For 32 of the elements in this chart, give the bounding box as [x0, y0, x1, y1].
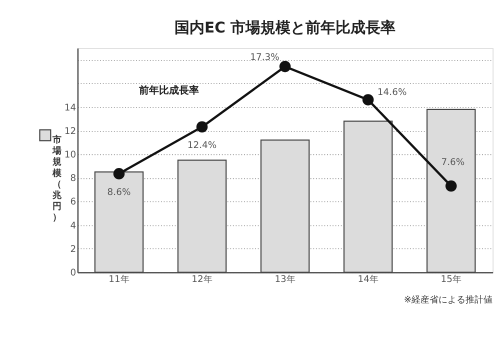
y-tick-label: 14 [64, 102, 76, 114]
x-tick-label: 12年 [192, 274, 212, 285]
x-tick-label: 14年 [358, 274, 378, 285]
chart-title: 国内EC 市場規模と前年比成長率 [174, 18, 396, 36]
y-tick-label: 0 [70, 267, 76, 278]
bar [343, 120, 393, 273]
x-tick-label: 15年 [440, 274, 462, 285]
point [196, 121, 208, 133]
data-label: 12.4% [187, 140, 217, 152]
point [445, 180, 457, 192]
data-label: 14.6% [377, 87, 407, 98]
data-label: 8.6% [107, 186, 131, 198]
bar [426, 108, 476, 273]
y-tick-label: 8 [70, 173, 76, 184]
point [113, 168, 125, 180]
point [279, 60, 291, 72]
x-tick-label: 11年 [108, 274, 130, 285]
legend-label: 市場規模（兆円） [52, 134, 63, 224]
y-tick-label: 10 [64, 149, 76, 160]
data-label: 17.3% [250, 52, 280, 64]
y-tick-label: 4 [70, 220, 76, 232]
point [362, 94, 374, 106]
x-tick-label: 13年 [274, 274, 296, 285]
bar [94, 171, 144, 273]
text: ※経産省による推計値 [404, 294, 493, 306]
data-label: 7.6% [441, 156, 465, 168]
bar [260, 140, 310, 273]
y-tick-label: 12 [64, 126, 76, 137]
text: 前年比成長率 [138, 84, 199, 96]
y-tick-label: 6 [70, 196, 76, 208]
bar [177, 160, 227, 273]
y-tick-label: 2 [70, 244, 76, 255]
